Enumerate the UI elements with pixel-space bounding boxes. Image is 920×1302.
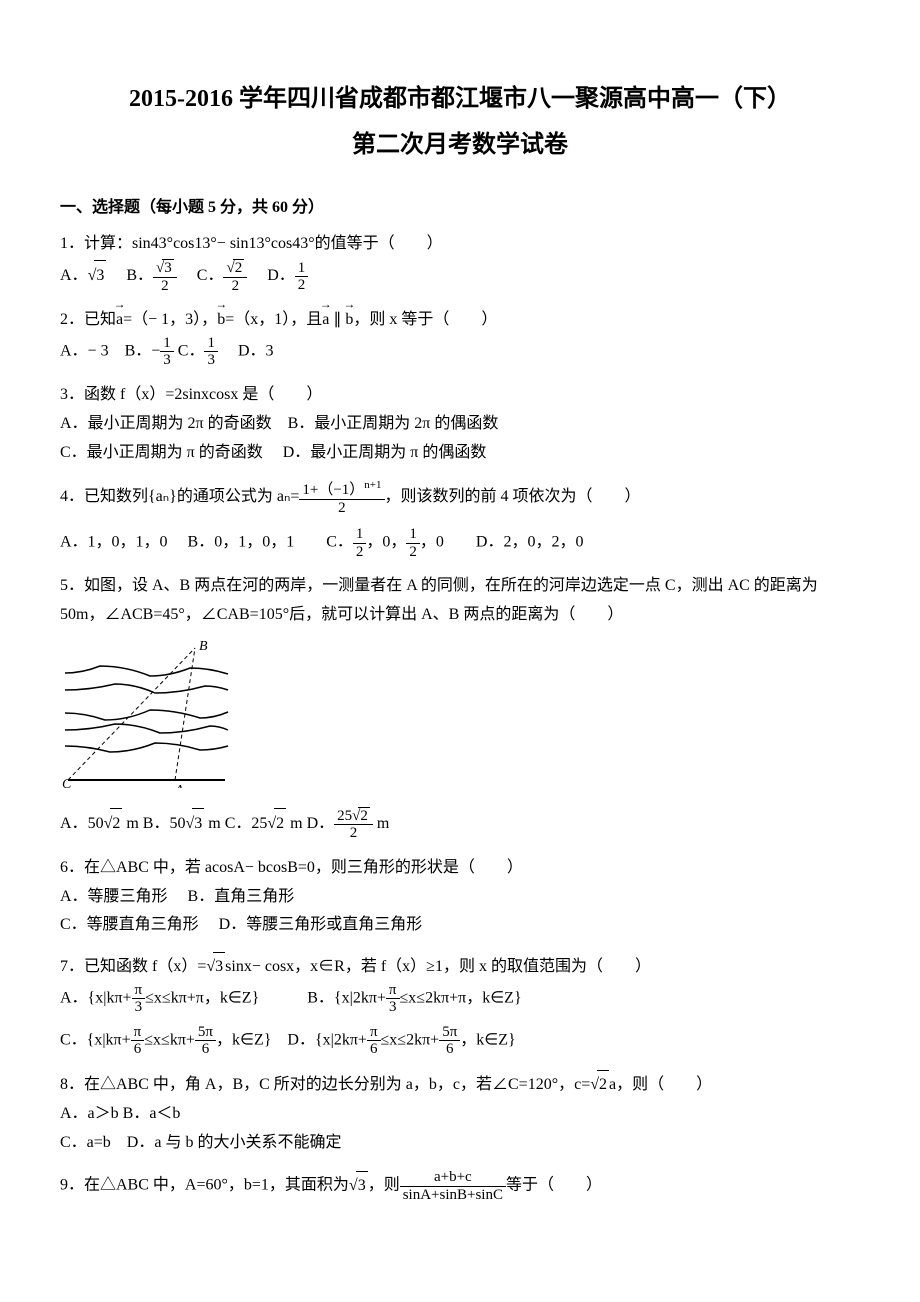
q7-options-line2: C．{x|kπ+π6≤x≤kπ+5π6，k∈Z} D．{x|2kπ+π6≤x≤2… bbox=[60, 1024, 860, 1058]
svg-text:C: C bbox=[62, 777, 72, 788]
q2-stem: 2．已知a=（− 1，3），b=（x，1），且a ∥ b，则 x 等于（ ） bbox=[60, 306, 860, 335]
q8-opt-line2: C．a=b D．a 与 b 的大小关系不能确定 bbox=[60, 1129, 860, 1158]
q6-opt-line2: C．等腰直角三角形 D．等腰三角形或直角三角形 bbox=[60, 911, 860, 940]
q7-stem: 7．已知函数 f（x）=3sinx− cosx，x∈R，若 f（x）≥1，则 x… bbox=[60, 952, 860, 982]
q4-stem: 4．已知数列{aₙ}的通项公式为 aₙ=1+（−1）n+12，则该数列的前 4 … bbox=[60, 479, 860, 516]
section-1-header: 一、选择题（每小题 5 分，共 60 分） bbox=[60, 195, 860, 221]
river-figure: C A B bbox=[60, 638, 860, 799]
exam-title-line2: 第二次月考数学试卷 bbox=[60, 126, 860, 164]
q6-stem: 6．在△ABC 中，若 acosA− bcosB=0，则三角形的形状是（ ） bbox=[60, 854, 860, 883]
q9-stem: 9．在△ABC 中，A=60°，b=1，其面积为3，则a+b+csinA+sin… bbox=[60, 1169, 860, 1203]
q4-options: A．1，0，1，0 B．0，1，0，1 C．12，0，12，0 D．2，0，2，… bbox=[60, 526, 860, 560]
q3-opt-line1: A．最小正周期为 2π 的奇函数 B．最小正周期为 2π 的偶函数 bbox=[60, 410, 860, 439]
q8-opt-line1: A．a＞b B．a＜b bbox=[60, 1100, 860, 1129]
river-diagram-svg: C A B bbox=[60, 638, 230, 788]
question-5: 5．如图，设 A、B 两点在河的两岸，一测量者在 A 的同侧，在所在的河岸边选定… bbox=[60, 572, 860, 841]
svg-text:A: A bbox=[174, 783, 184, 788]
q3-opt-line2: C．最小正周期为 π 的奇函数 D．最小正周期为 π 的偶函数 bbox=[60, 439, 860, 468]
question-6: 6．在△ABC 中，若 acosA− bcosB=0，则三角形的形状是（ ） A… bbox=[60, 854, 860, 940]
q1-stem: 1．计算：sin43°cos13°− sin13°cos43°的值等于（ ） bbox=[60, 230, 860, 259]
q3-stem: 3．函数 f（x）=2sinxcosx 是（ ） bbox=[60, 381, 860, 410]
q8-stem: 8．在△ABC 中，角 A，B，C 所对的边长分别为 a，b，c，若∠C=120… bbox=[60, 1070, 860, 1100]
q1-options: A．3 B．32 C．22 D．12 bbox=[60, 259, 860, 294]
q5-options: A．502 m B．503 m C．252 m D．2522 m bbox=[60, 807, 860, 842]
question-4: 4．已知数列{aₙ}的通项公式为 aₙ=1+（−1）n+12，则该数列的前 4 … bbox=[60, 479, 860, 560]
question-7: 7．已知函数 f（x）=3sinx− cosx，x∈R，若 f（x）≥1，则 x… bbox=[60, 952, 860, 1058]
q5-stem: 5．如图，设 A、B 两点在河的两岸，一测量者在 A 的同侧，在所在的河岸边选定… bbox=[60, 572, 860, 630]
question-2: 2．已知a=（− 1，3），b=（x，1），且a ∥ b，则 x 等于（ ） A… bbox=[60, 306, 860, 369]
q2-options: A．− 3 B．−13 C．13 D．3 bbox=[60, 335, 860, 369]
question-3: 3．函数 f（x）=2sinxcosx 是（ ） A．最小正周期为 2π 的奇函… bbox=[60, 381, 860, 467]
question-1: 1．计算：sin43°cos13°− sin13°cos43°的值等于（ ） A… bbox=[60, 230, 860, 294]
question-9: 9．在△ABC 中，A=60°，b=1，其面积为3，则a+b+csinA+sin… bbox=[60, 1169, 860, 1203]
exam-title-line1: 2015-2016 学年四川省成都市都江堰市八一聚源高中高一（下） bbox=[60, 80, 860, 118]
q7-options-line1: A．{x|kπ+π3≤x≤kπ+π，k∈Z} B．{x|2kπ+π3≤x≤2kπ… bbox=[60, 982, 860, 1016]
question-8: 8．在△ABC 中，角 A，B，C 所对的边长分别为 a，b，c，若∠C=120… bbox=[60, 1070, 860, 1157]
q6-opt-line1: A．等腰三角形 B．直角三角形 bbox=[60, 883, 860, 912]
svg-text:B: B bbox=[199, 639, 208, 654]
